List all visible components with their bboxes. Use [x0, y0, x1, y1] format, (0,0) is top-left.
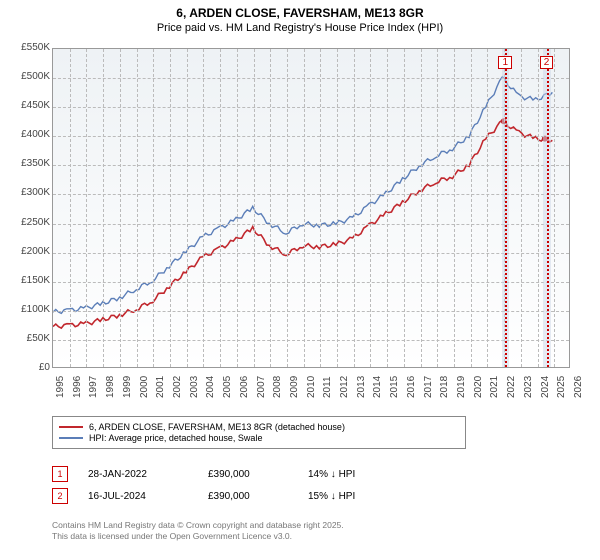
x-axis-label: 2024	[540, 376, 551, 398]
x-axis-label: 2025	[556, 376, 567, 398]
chart-svg	[53, 49, 569, 367]
x-axis-label: 2003	[189, 376, 200, 398]
x-axis-label: 2011	[322, 376, 333, 398]
x-axis-label: 2018	[439, 376, 450, 398]
y-axis-label: £550K	[0, 42, 50, 53]
x-axis-label: 2002	[172, 376, 183, 398]
y-axis-label: £400K	[0, 129, 50, 140]
x-axis-label: 2026	[573, 376, 584, 398]
x-axis-label: 2001	[155, 376, 166, 398]
x-axis-label: 1997	[88, 376, 99, 398]
y-axis-label: £300K	[0, 187, 50, 198]
legend-item: 6, ARDEN CLOSE, FAVERSHAM, ME13 8GR (det…	[59, 422, 459, 432]
x-axis-label: 2013	[356, 376, 367, 398]
legend-box: 6, ARDEN CLOSE, FAVERSHAM, ME13 8GR (det…	[52, 416, 466, 449]
x-axis-label: 2005	[222, 376, 233, 398]
x-axis-label: 1998	[105, 376, 116, 398]
x-axis-label: 2009	[289, 376, 300, 398]
y-axis-label: £500K	[0, 71, 50, 82]
x-axis-label: 2021	[489, 376, 500, 398]
legend-label: HPI: Average price, detached house, Swal…	[89, 433, 262, 443]
x-axis-label: 2007	[256, 376, 267, 398]
legend-swatch	[59, 437, 83, 439]
x-axis-label: 2014	[372, 376, 383, 398]
footer-attribution: Contains HM Land Registry data © Crown c…	[52, 520, 344, 542]
x-axis-label: 2023	[523, 376, 534, 398]
tx-price: £390,000	[208, 491, 308, 502]
tx-hpi: 14% ↓ HPI	[308, 469, 408, 480]
chart-plot-area	[52, 48, 570, 368]
x-axis-label: 2019	[456, 376, 467, 398]
x-axis-label: 2004	[205, 376, 216, 398]
tx-index: 2	[52, 488, 68, 504]
chart-title-1: 6, ARDEN CLOSE, FAVERSHAM, ME13 8GR	[0, 0, 600, 20]
tx-hpi: 15% ↓ HPI	[308, 491, 408, 502]
y-axis-label: £250K	[0, 217, 50, 228]
x-axis-label: 1996	[72, 376, 83, 398]
x-axis-label: 2017	[423, 376, 434, 398]
legend-label: 6, ARDEN CLOSE, FAVERSHAM, ME13 8GR (det…	[89, 422, 345, 432]
tx-index: 1	[52, 466, 68, 482]
y-axis-label: £0	[0, 362, 50, 373]
transaction-row: 2 16-JUL-2024£390,00015% ↓ HPI	[52, 488, 552, 504]
tx-price: £390,000	[208, 469, 308, 480]
x-axis-label: 2016	[406, 376, 417, 398]
legend-swatch	[59, 426, 83, 428]
footer-line-2: This data is licensed under the Open Gov…	[52, 531, 344, 542]
y-axis-label: £100K	[0, 304, 50, 315]
transaction-table: 1 28-JAN-2022£390,00014% ↓ HPI 2 16-JUL-202…	[52, 460, 552, 510]
y-axis-label: £150K	[0, 275, 50, 286]
x-axis-label: 2000	[139, 376, 150, 398]
x-axis-label: 2010	[306, 376, 317, 398]
x-axis-label: 1999	[122, 376, 133, 398]
y-axis-label: £50K	[0, 333, 50, 344]
footer-line-1: Contains HM Land Registry data © Crown c…	[52, 520, 344, 531]
tx-date: 28-JAN-2022	[88, 469, 208, 480]
y-axis-label: £200K	[0, 246, 50, 257]
x-axis-label: 2006	[239, 376, 250, 398]
transaction-row: 1 28-JAN-2022£390,00014% ↓ HPI	[52, 466, 552, 482]
x-axis-label: 2008	[272, 376, 283, 398]
y-axis-label: £350K	[0, 158, 50, 169]
x-axis-label: 2015	[389, 376, 400, 398]
tx-date: 16-JUL-2024	[88, 491, 208, 502]
chart-title-2: Price paid vs. HM Land Registry's House …	[0, 22, 600, 34]
x-axis-label: 2012	[339, 376, 350, 398]
x-axis-label: 2020	[473, 376, 484, 398]
legend-item: HPI: Average price, detached house, Swal…	[59, 433, 459, 443]
x-axis-label: 1995	[55, 376, 66, 398]
y-axis-label: £450K	[0, 100, 50, 111]
marker-index-2: 2	[540, 56, 554, 69]
x-axis-label: 2022	[506, 376, 517, 398]
marker-index-1: 1	[498, 56, 512, 69]
